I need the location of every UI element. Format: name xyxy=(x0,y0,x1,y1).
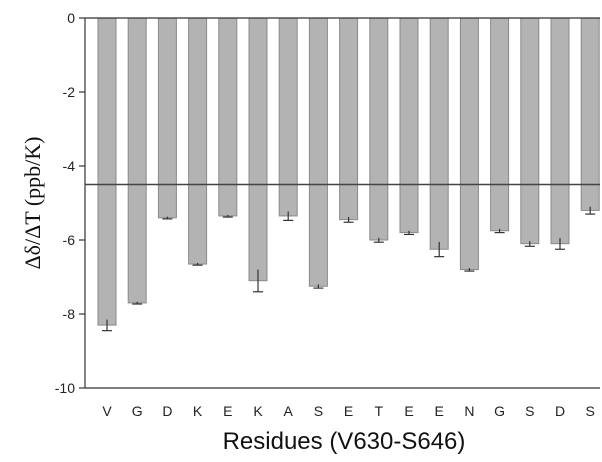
bar xyxy=(369,17,389,241)
x-tick-label: V xyxy=(102,403,112,419)
y-tick-label: -8 xyxy=(63,306,76,322)
y-tick-label: -6 xyxy=(63,232,76,248)
x-tick-label: G xyxy=(132,403,143,419)
x-tick-label: K xyxy=(253,403,263,419)
bar xyxy=(157,17,177,219)
x-tick-label: A xyxy=(284,403,294,419)
bar xyxy=(429,17,449,250)
x-tick-label: S xyxy=(586,403,595,419)
plot-area xyxy=(84,17,600,389)
x-tick-label: S xyxy=(314,403,323,419)
y-tick-label: -4 xyxy=(63,158,76,174)
y-axis-title: Δδ/ΔT (ppb/K) xyxy=(20,137,45,270)
y-tick-label: -10 xyxy=(55,380,75,396)
x-tick-label: T xyxy=(375,403,384,419)
bar xyxy=(459,17,479,271)
bar xyxy=(490,17,510,232)
bar xyxy=(339,17,359,221)
bar xyxy=(97,17,117,326)
bar xyxy=(218,17,238,217)
y-tick-label: -2 xyxy=(63,84,76,100)
bar xyxy=(520,17,540,245)
bar xyxy=(399,17,419,234)
x-tick-label: N xyxy=(464,403,474,419)
bar xyxy=(308,17,328,287)
bar xyxy=(188,17,208,265)
bar xyxy=(278,17,298,217)
y-axis-ticks: 0 -2 -4 -6 -8 -10 xyxy=(55,10,85,396)
x-axis-title: Residues (V630-S646) xyxy=(223,428,466,455)
x-tick-label: G xyxy=(494,403,505,419)
bar xyxy=(248,17,268,282)
x-tick-label: D xyxy=(162,403,172,419)
y-tick-label: 0 xyxy=(67,10,75,26)
x-tick-label: E xyxy=(223,403,232,419)
x-tick-label: E xyxy=(435,403,444,419)
x-tick-label: S xyxy=(525,403,534,419)
bar xyxy=(127,17,147,304)
bar xyxy=(580,17,600,211)
x-tick-label: D xyxy=(555,403,565,419)
bar xyxy=(550,17,570,245)
x-tick-label: E xyxy=(344,403,353,419)
x-tick-label: E xyxy=(404,403,413,419)
x-tick-label: K xyxy=(193,403,203,419)
